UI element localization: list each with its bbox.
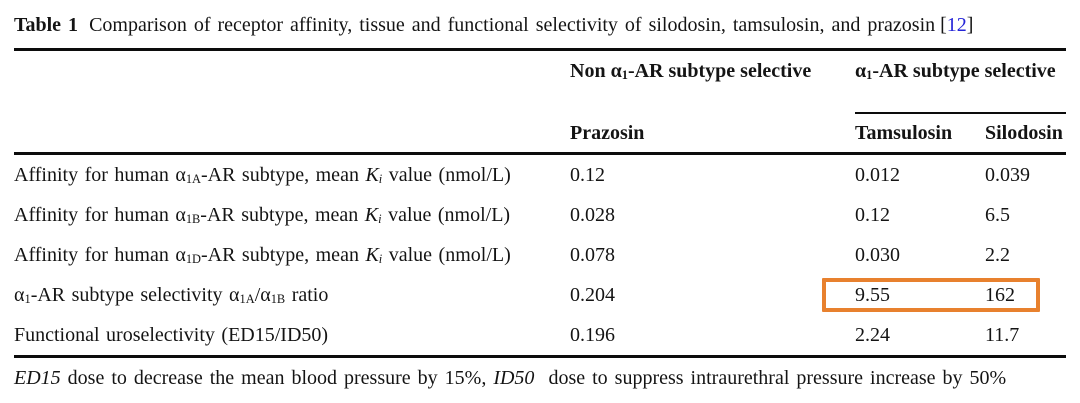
table-row-highlighted: α1-AR subtype selectivity α1A/α1B ratio … <box>14 275 1066 315</box>
cell-silodosin: 2.2 <box>985 243 1010 266</box>
table-body: Affinity for human α1A-AR subtype, mean … <box>14 155 1066 355</box>
header-spacer <box>14 114 570 152</box>
citation-link[interactable]: 12 <box>946 14 967 36</box>
row-label: Functional uroselectivity (ED15/ID50) <box>14 323 329 346</box>
column-header-prazosin: Prazosin <box>570 121 645 144</box>
citation-bracket-close: ] <box>966 14 974 36</box>
cell-tamsulosin: 9.55 <box>855 283 890 306</box>
group-header-selective: α1-AR subtype selective <box>855 51 1066 114</box>
row-label: α1-AR subtype selectivity α1A/α1B ratio <box>14 283 329 306</box>
table-row: Affinity for human α1A-AR subtype, mean … <box>14 155 1066 195</box>
cell-silodosin: 6.5 <box>985 203 1010 226</box>
cell-prazosin: 0.12 <box>570 163 605 186</box>
table-row: Affinity for human α1D-AR subtype, mean … <box>14 235 1066 275</box>
row-label: Affinity for human α1D-AR subtype, mean … <box>14 243 511 266</box>
cell-tamsulosin: 0.12 <box>855 203 890 226</box>
row-label: Affinity for human α1B-AR subtype, mean … <box>14 203 511 226</box>
column-header-silodosin: Silodosin <box>985 121 1063 144</box>
table-1-figure: Table 1 Comparison of receptor affinity, … <box>14 0 1066 390</box>
cell-silodosin: 11.7 <box>985 323 1020 346</box>
cell-prazosin: 0.204 <box>570 283 615 306</box>
table-footnote: ED15 dose to decrease the mean blood pre… <box>14 367 1007 389</box>
table-header: Non α1-AR subtype selective α1-AR subtyp… <box>14 51 1066 152</box>
header-body-rule <box>14 152 1066 155</box>
table-row: Affinity for human α1B-AR subtype, mean … <box>14 195 1066 235</box>
cell-tamsulosin: 0.030 <box>855 243 900 266</box>
cell-prazosin: 0.028 <box>570 203 615 226</box>
cell-prazosin: 0.078 <box>570 243 615 266</box>
cell-silodosin: 0.039 <box>985 163 1030 186</box>
group-header-non-selective: Non α1-AR subtype selective <box>570 60 812 83</box>
column-header-tamsulosin: Tamsulosin <box>855 121 953 144</box>
header-spacer <box>14 51 570 114</box>
cell-prazosin: 0.196 <box>570 323 615 346</box>
cell-silodosin: 162 <box>985 283 1015 306</box>
table-caption: Table 1 Comparison of receptor affinity, … <box>14 0 1066 48</box>
table-title-text: Comparison of receptor affinity, tissue … <box>89 14 936 36</box>
top-rule <box>14 48 1066 51</box>
table-row: Functional uroselectivity (ED15/ID50) 0.… <box>14 315 1066 355</box>
citation: [12] <box>940 14 973 36</box>
cell-tamsulosin: 2.24 <box>855 323 890 346</box>
cell-tamsulosin: 0.012 <box>855 163 900 186</box>
row-label: Affinity for human α1A-AR subtype, mean … <box>14 163 511 186</box>
table-number: Table 1 <box>14 14 79 36</box>
bottom-rule <box>14 355 1066 358</box>
citation-bracket-open: [ <box>940 14 947 36</box>
